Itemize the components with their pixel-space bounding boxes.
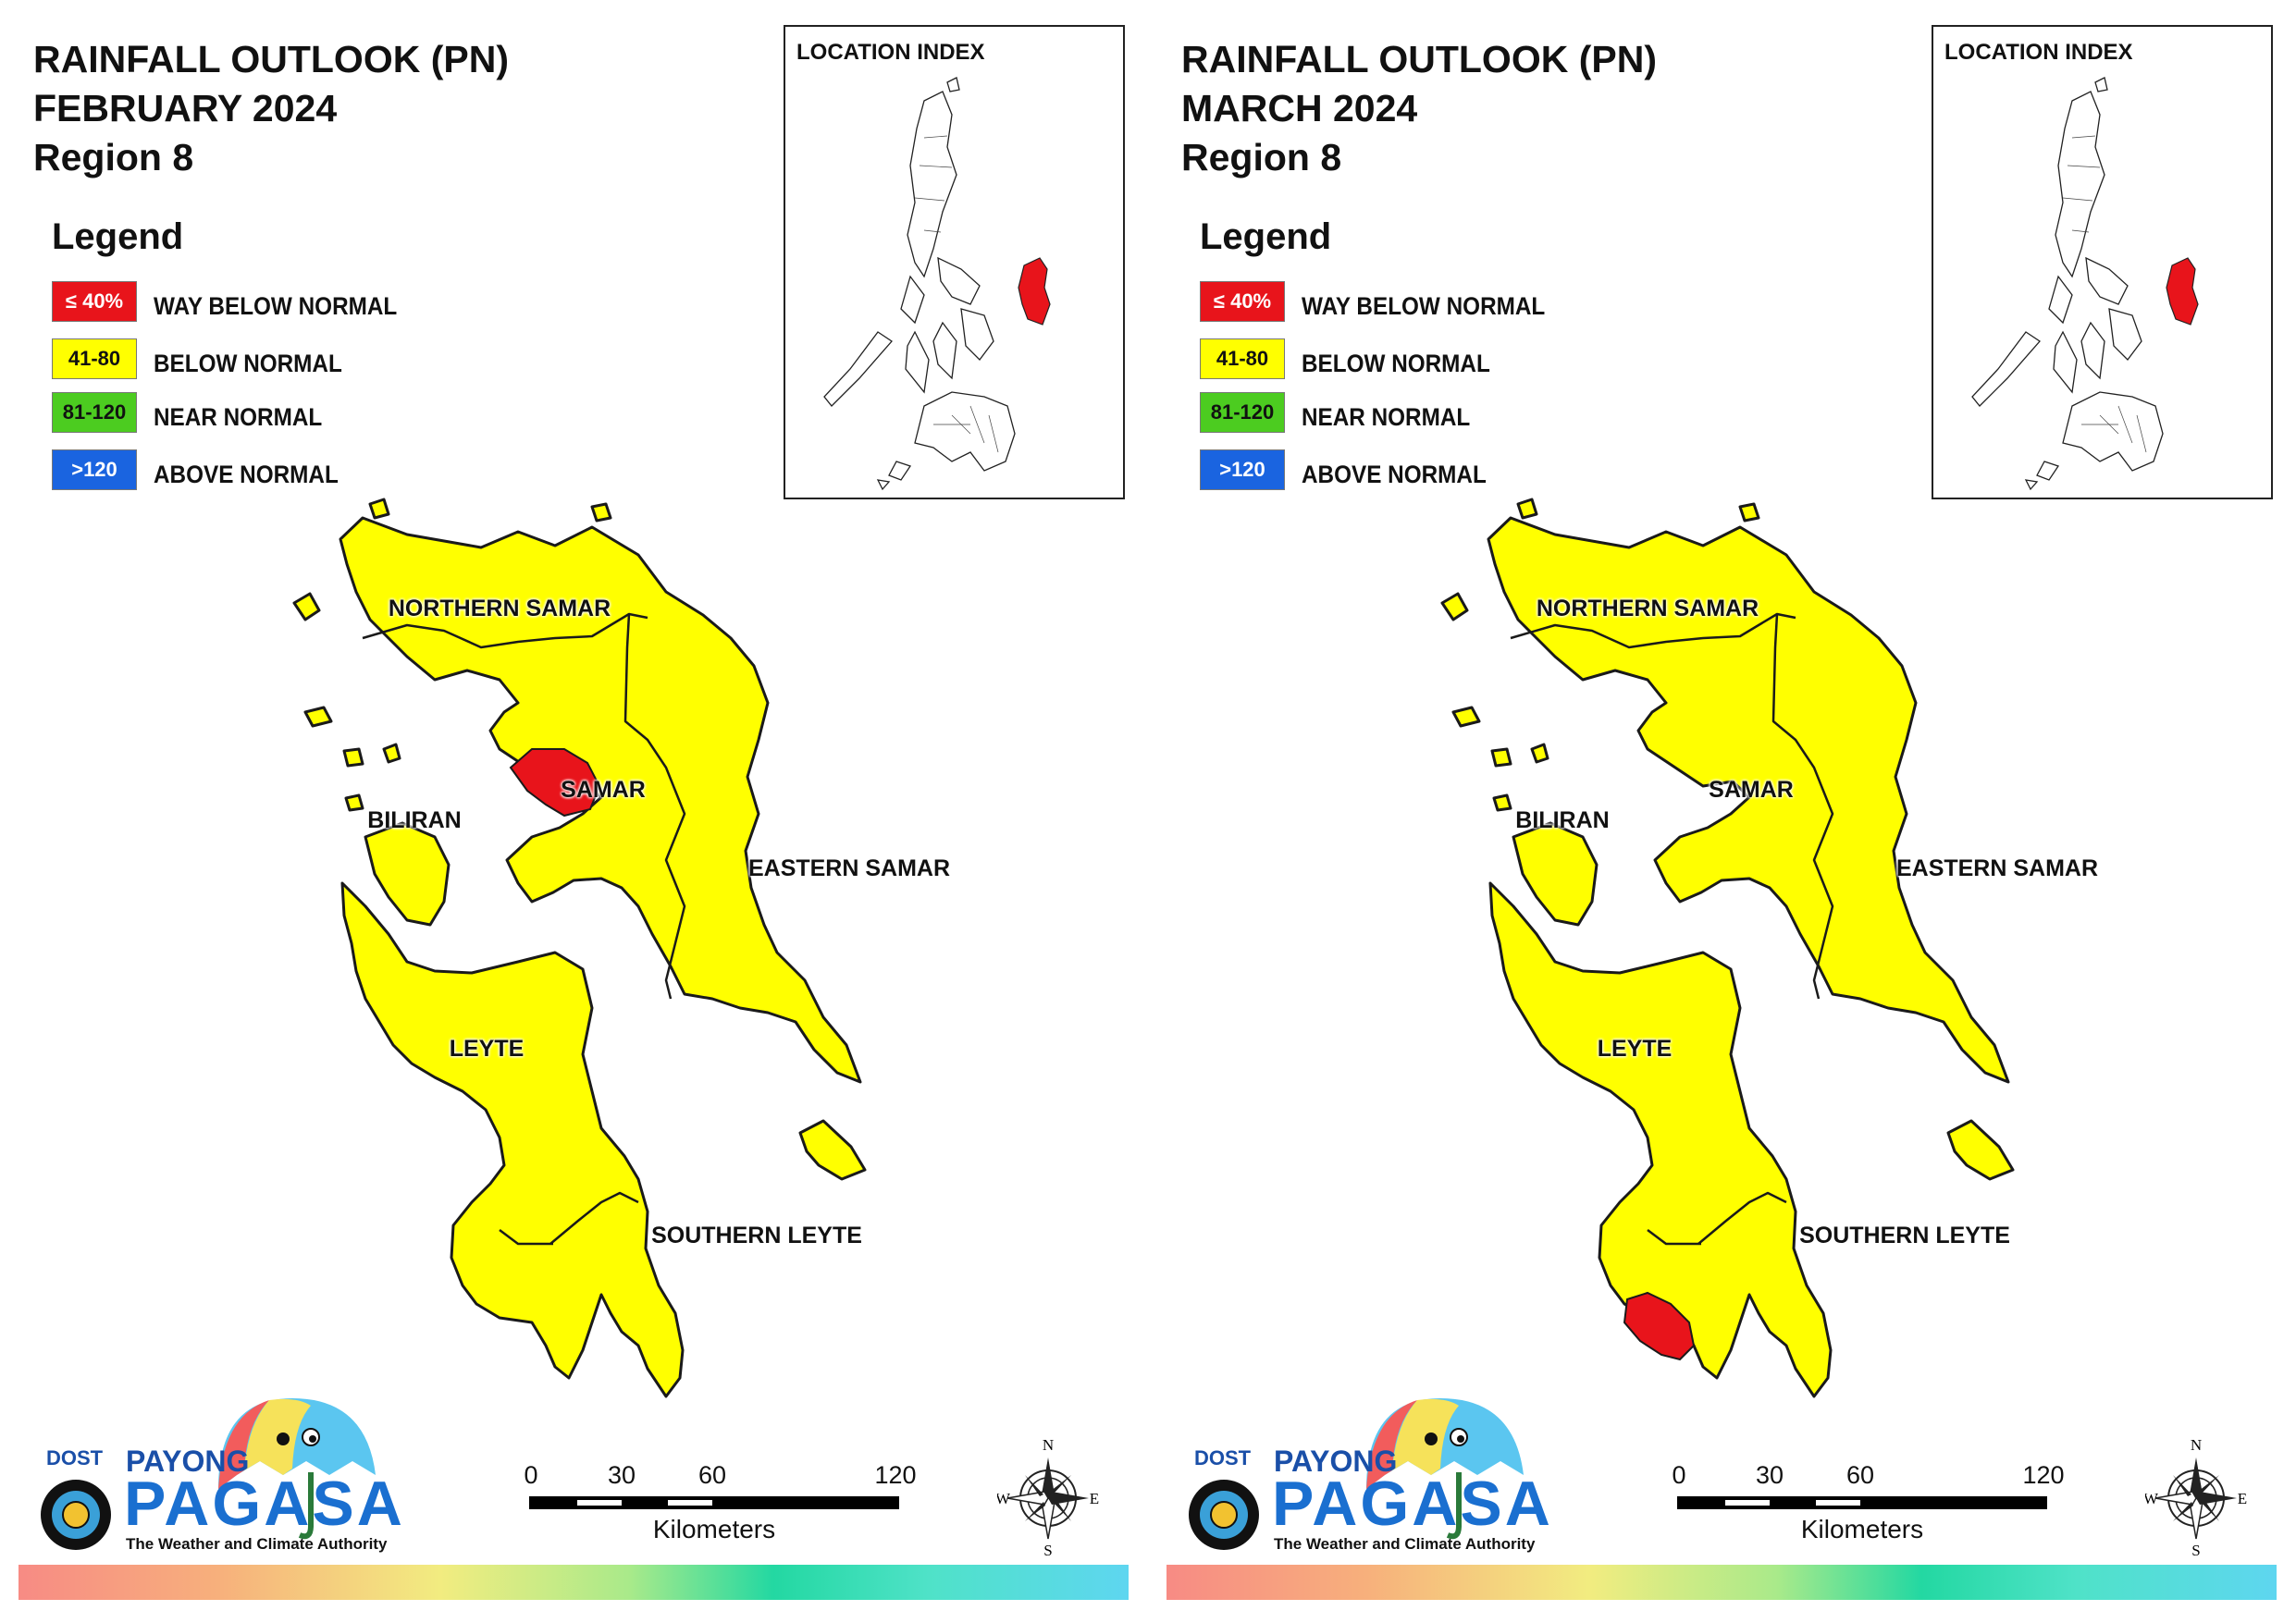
compass-e: E	[2238, 1490, 2247, 1507]
legend-heading: Legend	[1200, 216, 1332, 257]
map-title: RAINFALL OUTLOOK (PN)	[33, 38, 509, 80]
label-southern-leyte: SOUTHERN LEYTE	[651, 1223, 862, 1248]
label-biliran: BILIRAN	[1515, 807, 1610, 833]
north-arrow-compass-icon: N S E W	[995, 1436, 1099, 1559]
region-8-highlight	[2166, 257, 2199, 326]
label-samar: SAMAR	[561, 777, 646, 803]
region-8-map	[292, 498, 867, 1398]
dry-area-samar	[509, 748, 601, 818]
logo-tagline: The Weather and Climate Authority	[1274, 1535, 1536, 1553]
location-index-inset: LOCATION INDEX	[1932, 25, 2273, 499]
label-biliran: BILIRAN	[367, 807, 462, 833]
map-month: MARCH 2024	[1181, 87, 1418, 129]
legend-swatch: 41-80	[1200, 338, 1285, 379]
legend-swatch: 41-80	[52, 338, 137, 379]
legend-swatch: 81-120	[1200, 392, 1285, 433]
leyte-southern-leyte-boundary	[549, 1191, 639, 1245]
legend-swatch: 81-120	[52, 392, 137, 433]
philippines-index-map	[1971, 77, 2199, 491]
biliran-island	[1512, 821, 1599, 927]
legend-label: NEAR NORMAL	[1302, 403, 1471, 431]
logo-dost: DOST	[46, 1446, 104, 1469]
leyte-island	[1488, 881, 1833, 1398]
northern-samar-boundary	[1510, 612, 1796, 649]
outlook-panel-2: RAINFALL OUTLOOK (PN) MARCH 2024 Region …	[1148, 0, 2296, 1623]
map-title: RAINFALL OUTLOOK (PN)	[1181, 38, 1657, 80]
scale-tick: 60	[697, 1461, 727, 1489]
legend-label: ABOVE NORMAL	[1302, 461, 1487, 488]
label-northern-samar: NORTHERN SAMAR	[1536, 596, 1759, 621]
legend-label: ABOVE NORMAL	[154, 461, 339, 488]
compass-w: W	[2145, 1490, 2159, 1507]
biliran-island	[364, 821, 451, 927]
compass-e: E	[1090, 1490, 1099, 1507]
region-8-map	[1440, 498, 2015, 1398]
logo-pagasa: PAGASA	[124, 1469, 405, 1539]
label-northern-samar: NORTHERN SAMAR	[388, 596, 611, 621]
scale-bar-graphic	[1677, 1496, 2047, 1509]
map-month: FEBRUARY 2024	[33, 87, 338, 129]
leyte-island	[340, 881, 685, 1398]
philippines-index-map	[823, 77, 1051, 491]
logo-tagline: The Weather and Climate Authority	[126, 1535, 388, 1553]
compass-s: S	[2191, 1542, 2200, 1557]
leyte-southern-leyte-boundary	[1697, 1191, 1787, 1245]
logo-payong: PAYONG	[126, 1445, 250, 1478]
compass-n: N	[2191, 1437, 2202, 1454]
scale-tick: 60	[1845, 1461, 1875, 1489]
north-arrow-compass-icon: N S E W	[2143, 1436, 2247, 1559]
outlook-panel-1: RAINFALL OUTLOOK (PN) FEBRUARY 2024 Regi…	[19, 25, 1129, 1600]
legend-swatch: >120	[1200, 449, 1285, 490]
compass-s: S	[1043, 1542, 1052, 1557]
inset-title: LOCATION INDEX	[796, 40, 985, 65]
legend-label: WAY BELOW NORMAL	[1302, 292, 1546, 320]
scale-bar-graphic	[529, 1496, 899, 1509]
label-eastern-samar: EASTERN SAMAR	[747, 855, 951, 881]
legend-swatch: ≤ 40%	[1200, 281, 1285, 322]
legend-swatch: >120	[52, 449, 137, 490]
scale-bar: 0 30 60 120 Kilometers	[1672, 1461, 2066, 1544]
map-region: Region 8	[33, 136, 194, 178]
scale-tick: 0	[524, 1461, 538, 1489]
samar-island	[1487, 516, 2010, 1084]
compass-w: W	[997, 1490, 1011, 1507]
compass-n: N	[1043, 1437, 1054, 1454]
scale-unit: Kilometers	[652, 1515, 776, 1543]
label-leyte: LEYTE	[1597, 1036, 1673, 1062]
scale-unit: Kilometers	[1800, 1515, 1924, 1543]
logo-pagasa: PAGASA	[1272, 1469, 1553, 1539]
eastern-samar-boundary	[1771, 613, 1834, 1000]
eastern-samar-boundary	[623, 613, 686, 1000]
northern-samar-boundary	[362, 612, 648, 649]
footer-gradient-bar	[1167, 1565, 2277, 1600]
scale-bar: 0 30 60 120 Kilometers	[524, 1461, 918, 1544]
legend-label: NEAR NORMAL	[154, 403, 323, 431]
footer-gradient-bar	[19, 1565, 1129, 1600]
legend-heading: Legend	[52, 216, 184, 257]
region-8-highlight	[1018, 257, 1051, 326]
location-index-inset: LOCATION INDEX	[784, 25, 1125, 499]
samar-island	[339, 516, 862, 1084]
map-region: Region 8	[1181, 136, 1342, 178]
label-samar: SAMAR	[1709, 777, 1794, 803]
inset-title: LOCATION INDEX	[1944, 40, 2133, 65]
logo-dost: DOST	[1194, 1446, 1252, 1469]
legend-label: BELOW NORMAL	[154, 350, 342, 377]
label-southern-leyte: SOUTHERN LEYTE	[1799, 1223, 2010, 1248]
scale-tick: 0	[1672, 1461, 1686, 1489]
legend-label: WAY BELOW NORMAL	[154, 292, 398, 320]
payong-pagasa-logo: DOST PAYONG PAGASA The Weather and Clima…	[33, 1387, 403, 1563]
legend-swatch: ≤ 40%	[52, 281, 137, 322]
dry-area-southern-leyte	[1623, 1291, 1696, 1361]
scale-tick: 30	[607, 1461, 636, 1489]
label-eastern-samar: EASTERN SAMAR	[1895, 855, 2099, 881]
logo-payong: PAYONG	[1274, 1445, 1398, 1478]
legend-label: BELOW NORMAL	[1302, 350, 1490, 377]
label-leyte: LEYTE	[449, 1036, 525, 1062]
scale-tick: 30	[1755, 1461, 1784, 1489]
payong-pagasa-logo: DOST PAYONG PAGASA The Weather and Clima…	[1181, 1387, 1551, 1563]
scale-tick: 120	[2022, 1461, 2065, 1489]
scale-tick: 120	[874, 1461, 917, 1489]
